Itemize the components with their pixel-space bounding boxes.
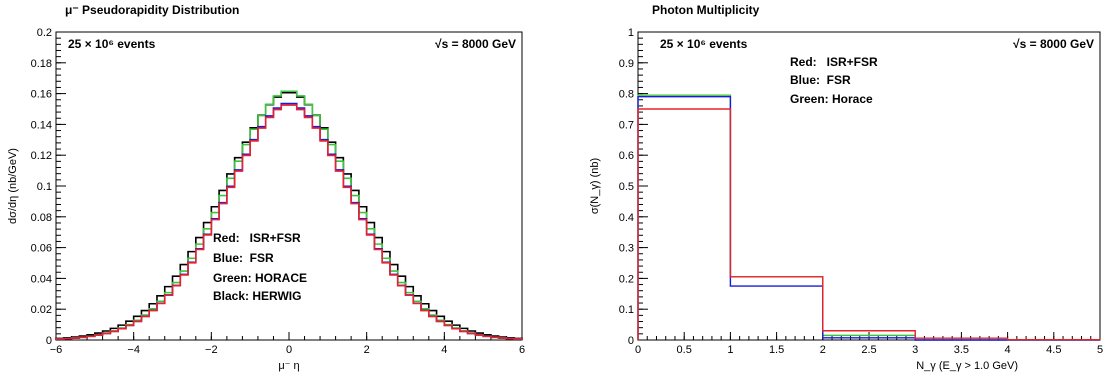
right-x-axis-label: N_γ (E_γ > 1.0 GeV)	[916, 360, 1018, 372]
left-x-tick-label: 4	[441, 344, 447, 356]
left-legend-entry: Blue: FSR	[213, 251, 274, 265]
right-x-tick-label: 2	[820, 344, 826, 356]
right-y-tick-label: 0.9	[619, 58, 634, 70]
left-y-axis-label: dσ/dη (nb/GeV)	[7, 148, 19, 224]
right-series-histogram	[637, 94, 1100, 341]
left-axis-ticks: −6 −4 −2 0 2 4 6 0 0.02 0.04 0.06 0.08 0.1 0.12 0.14 0.…	[31, 27, 525, 356]
left-legend-entry: Black: HERWIG	[213, 289, 301, 303]
left-y-tick-label: 0.08	[31, 212, 52, 224]
left-x-tick-label: −2	[205, 344, 218, 356]
right-y-tick-label: 0.2	[619, 273, 634, 285]
left-y-tick-label: 0.18	[31, 58, 52, 70]
right-x-tick-label: 3.5	[954, 344, 969, 356]
right-legend-entry: Blue: FSR	[790, 73, 851, 87]
left-legend: Red: ISR+FSR Blue: FSR Green: HORACE Bla…	[213, 231, 307, 303]
right-legend-entry: Green: Horace	[790, 92, 873, 106]
left-x-tick-label: 0	[286, 344, 292, 356]
right-series-histogram	[637, 95, 1100, 341]
left-y-tick-label: 0.14	[31, 119, 52, 131]
left-x-tick-label: 2	[364, 344, 370, 356]
right-y-tick-label: 0.5	[619, 181, 634, 193]
right-series-histogram	[637, 108, 1101, 341]
right-y-tick-label: 0.8	[619, 89, 634, 101]
right-y-tick-label: 0.7	[619, 119, 634, 131]
left-x-tick-label: −4	[127, 344, 140, 356]
left-series-histogram	[55, 104, 523, 340]
left-x-tick-label: 6	[519, 344, 525, 356]
left-legend-entry: Green: HORACE	[213, 271, 307, 285]
left-y-tick-label: 0.06	[31, 243, 52, 255]
right-x-tick-label: 0	[635, 344, 641, 356]
left-y-tick-label: 0.12	[31, 150, 52, 162]
right-energy-label: √s = 8000 GeV	[1013, 37, 1094, 51]
right-y-tick-label: 0.6	[619, 150, 634, 162]
right-y-tick-label: 1	[628, 27, 634, 39]
right-y-tick-label: 0.4	[619, 212, 634, 224]
right-x-tick-label: 1.5	[769, 344, 784, 356]
right-axis-ticks: 0 0.5 1 1.5 2 2.5 3 3.5 4 4.5 5 0 0.1 0.2 0.3 0.4 0.5 0.6…	[619, 27, 1103, 356]
left-histograms	[55, 90, 523, 340]
left-energy-label: √s = 8000 GeV	[435, 37, 516, 51]
right-x-tick-label: 0.5	[677, 344, 692, 356]
right-histograms	[637, 94, 1101, 341]
left-y-tick-label: 0.16	[31, 89, 52, 101]
left-x-axis-label: μ⁻ η	[278, 360, 299, 372]
right-x-tick-label: 3	[912, 344, 918, 356]
right-chart-title: Photon Multiplicity	[652, 3, 760, 17]
right-x-tick-label: 4	[1005, 344, 1011, 356]
left-y-tick-label: 0.1	[37, 181, 52, 193]
left-y-tick-label: 0.04	[31, 273, 52, 285]
left-y-tick-label: 0.2	[37, 27, 52, 39]
right-y-tick-label: 0.3	[619, 243, 634, 255]
right-plot-frame	[637, 31, 1101, 341]
right-y-tick-label: 0	[628, 335, 634, 347]
right-panel: Photon Multiplicity 0 0.5 1 1.5 2 2.5 3 3.5 4 4.5…	[589, 3, 1103, 372]
left-y-tick-label: 0	[46, 335, 52, 347]
left-series-histogram	[55, 102, 523, 340]
left-legend-entry: Red: ISR+FSR	[213, 231, 301, 245]
left-panel: μ⁻ Pseudorapidity Distribution −6 −4 −2 0 2 4…	[7, 3, 525, 372]
left-y-tick-label: 0.02	[31, 304, 52, 316]
right-x-tick-label: 4.5	[1046, 344, 1061, 356]
right-y-tick-label: 0.1	[619, 304, 634, 316]
right-events-label: 25 × 10⁶ events	[660, 37, 748, 51]
right-x-tick-label: 5	[1097, 344, 1103, 356]
left-events-label: 25 × 10⁶ events	[68, 37, 156, 51]
right-legend: Red: ISR+FSR Blue: FSR Green: Horace	[790, 55, 878, 106]
right-legend-entry: Red: ISR+FSR	[790, 55, 878, 69]
left-chart-title: μ⁻ Pseudorapidity Distribution	[65, 3, 239, 17]
left-x-tick-label: −6	[50, 344, 63, 356]
right-x-tick-label: 1	[727, 344, 733, 356]
right-y-axis-label: σ(N_γ) (nb)	[589, 158, 601, 214]
right-x-tick-label: 2.5	[861, 344, 876, 356]
